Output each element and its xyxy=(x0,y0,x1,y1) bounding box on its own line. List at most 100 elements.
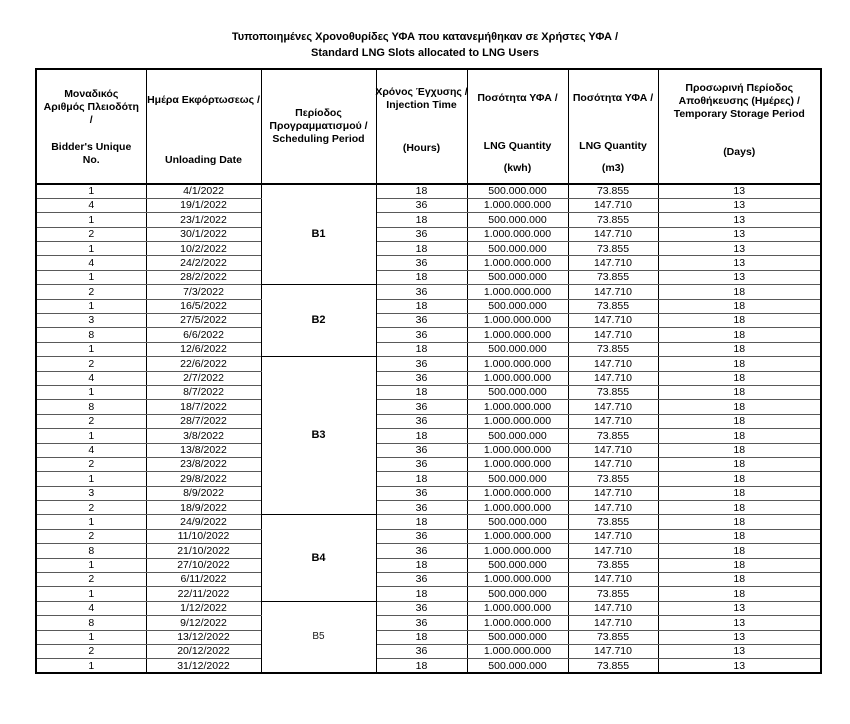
cell-bidder-unique-no: 1 xyxy=(35,212,147,228)
cell-injection-time-hours: 36 xyxy=(375,356,468,372)
header-date-greek: Ημέρα Εκφόρτωσεως / xyxy=(147,94,260,106)
cell-bidder-unique-no: 4 xyxy=(35,442,147,458)
header-unloading-date: Ημέρα Εκφόρτωσεως / Unloading Date xyxy=(145,68,262,185)
table-row: 1 8/7/2022 18 500.000.000 73.855 18 xyxy=(35,384,822,401)
cell-lng-quantity-kwh: 500.000.000 xyxy=(466,212,569,228)
cell-lng-quantity-kwh: 500.000.000 xyxy=(466,298,569,315)
cell-lng-quantity-m3: 73.855 xyxy=(567,629,659,646)
header-bidder-greek: Μοναδικός Αριθμός Πλειοδότη / xyxy=(43,88,139,126)
cell-lng-quantity-kwh: 500.000.000 xyxy=(466,557,569,574)
header-temporary-storage-period: Προσωρινή Περίοδος Αποθήκευσης (Ημέρες) … xyxy=(657,68,822,185)
cell-injection-time-hours: 18 xyxy=(375,183,468,199)
cell-unloading-date: 11/10/2022 xyxy=(145,528,262,545)
cell-lng-quantity-kwh: 1.000.000.000 xyxy=(466,327,569,343)
cell-storage-period-days: 18 xyxy=(657,370,822,386)
cell-unloading-date: 3/8/2022 xyxy=(145,428,262,444)
cell-storage-period-days: 18 xyxy=(657,284,822,300)
header-hours-greek: Χρόνος Έγχυσης / xyxy=(375,86,468,98)
table-row: 1 10/2/2022 18 500.000.000 73.855 13 xyxy=(35,241,822,257)
cell-injection-time-hours: 36 xyxy=(375,456,468,473)
table-row: 8 18/7/2022 36 1.000.000.000 147.710 18 xyxy=(35,399,822,415)
cell-unloading-date: 27/5/2022 xyxy=(145,313,262,329)
cell-unloading-date: 29/8/2022 xyxy=(145,471,262,487)
cell-lng-quantity-m3: 147.710 xyxy=(567,284,659,300)
header-kwh-unit: (kwh) xyxy=(503,162,532,174)
cell-lng-quantity-m3: 147.710 xyxy=(567,572,659,588)
cell-injection-time-hours: 36 xyxy=(375,197,468,214)
cell-lng-quantity-m3: 147.710 xyxy=(567,543,659,559)
table-row: 2 11/10/2022 36 1.000.000.000 147.710 18 xyxy=(35,528,822,545)
table-row: 1 24/9/2022 B4 18 500.000.000 73.855 18 xyxy=(35,514,822,602)
cell-unloading-date: 18/9/2022 xyxy=(145,500,262,516)
cell-injection-time-hours: 18 xyxy=(375,341,468,358)
cell-injection-time-hours: 36 xyxy=(375,399,468,415)
cell-unloading-date: 23/1/2022 xyxy=(145,212,262,228)
cell-unloading-date: 13/8/2022 xyxy=(145,442,262,458)
cell-bidder-unique-no: 2 xyxy=(35,413,147,430)
cell-storage-period-days: 13 xyxy=(657,212,822,228)
cell-storage-period-days: 13 xyxy=(657,255,822,271)
table-row: 1 31/12/2022 18 500.000.000 73.855 13 xyxy=(35,658,822,674)
cell-lng-quantity-kwh: 1.000.000.000 xyxy=(466,543,569,559)
cell-unloading-date: 6/6/2022 xyxy=(145,327,262,343)
cell-injection-time-hours: 36 xyxy=(375,370,468,386)
cell-storage-period-days: 13 xyxy=(657,197,822,214)
page-title-line-greek: Τυποποιημένες Χρονοθυρίδες ΥΦΑ που καταν… xyxy=(231,31,619,43)
cell-lng-quantity-kwh: 500.000.000 xyxy=(466,384,569,401)
cell-bidder-unique-no: 2 xyxy=(35,456,147,473)
cell-storage-period-days: 18 xyxy=(657,327,822,343)
cell-injection-time-hours: 36 xyxy=(375,572,468,588)
table-row: 4 13/8/2022 36 1.000.000.000 147.710 18 xyxy=(35,442,822,458)
cell-injection-time-hours: 18 xyxy=(375,658,468,674)
cell-lng-quantity-kwh: 1.000.000.000 xyxy=(466,615,569,631)
cell-lng-quantity-m3: 73.855 xyxy=(567,586,659,602)
cell-lng-quantity-kwh: 1.000.000.000 xyxy=(466,643,569,660)
cell-injection-time-hours: 18 xyxy=(375,212,468,228)
header-m3-unit: (m3) xyxy=(601,162,625,174)
cell-storage-period-days: 13 xyxy=(657,658,822,674)
header-date-english: Unloading Date xyxy=(164,154,242,166)
cell-storage-period-days: 13 xyxy=(657,600,822,617)
cell-lng-quantity-m3: 147.710 xyxy=(567,600,659,617)
cell-lng-quantity-m3: 73.855 xyxy=(567,298,659,315)
cell-injection-time-hours: 36 xyxy=(375,543,468,559)
cell-scheduling-period: B4 xyxy=(260,514,377,602)
table-row: 1 4/1/2022 B1 18 500.000.000 73.855 13 xyxy=(35,183,822,286)
cell-storage-period-days: 18 xyxy=(657,500,822,516)
header-hours-unit: (Hours) xyxy=(402,142,441,154)
table-row: 2 6/11/2022 36 1.000.000.000 147.710 18 xyxy=(35,572,822,588)
header-m3-english: LNG Quantity xyxy=(579,140,647,152)
header-bidder-english: Bidder's Unique No. xyxy=(51,141,132,166)
cell-bidder-unique-no: 1 xyxy=(35,269,147,286)
cell-lng-quantity-m3: 73.855 xyxy=(567,514,659,530)
cell-injection-time-hours: 36 xyxy=(375,313,468,329)
cell-lng-quantity-kwh: 1.000.000.000 xyxy=(466,528,569,545)
cell-storage-period-days: 18 xyxy=(657,313,822,329)
cell-lng-quantity-m3: 147.710 xyxy=(567,528,659,545)
cell-lng-quantity-kwh: 500.000.000 xyxy=(466,269,569,286)
cell-lng-quantity-kwh: 1.000.000.000 xyxy=(466,442,569,458)
cell-lng-quantity-m3: 147.710 xyxy=(567,442,659,458)
cell-injection-time-hours: 36 xyxy=(375,615,468,631)
cell-unloading-date: 21/10/2022 xyxy=(145,543,262,559)
cell-injection-time-hours: 36 xyxy=(375,442,468,458)
cell-storage-period-days: 18 xyxy=(657,298,822,315)
cell-injection-time-hours: 18 xyxy=(375,384,468,401)
table-row: 1 29/8/2022 18 500.000.000 73.855 18 xyxy=(35,471,822,487)
cell-injection-time-hours: 36 xyxy=(375,643,468,660)
header-row: Μοναδικός Αριθμός Πλειοδότη / Bidder's U… xyxy=(35,68,822,185)
cell-injection-time-hours: 36 xyxy=(375,284,468,300)
cell-lng-quantity-kwh: 500.000.000 xyxy=(466,514,569,530)
cell-bidder-unique-no: 8 xyxy=(35,327,147,343)
cell-storage-period-days: 13 xyxy=(657,629,822,646)
cell-unloading-date: 28/7/2022 xyxy=(145,413,262,430)
cell-unloading-date: 22/6/2022 xyxy=(145,356,262,372)
table-row: 4 24/2/2022 36 1.000.000.000 147.710 13 xyxy=(35,255,822,271)
cell-unloading-date: 12/6/2022 xyxy=(145,341,262,358)
cell-lng-quantity-m3: 73.855 xyxy=(567,471,659,487)
table-row: 1 23/1/2022 18 500.000.000 73.855 13 xyxy=(35,212,822,228)
cell-bidder-unique-no: 4 xyxy=(35,197,147,214)
header-lng-quantity-kwh: Ποσότητα ΥΦΑ / LNG Quantity (kwh) xyxy=(466,68,569,185)
cell-lng-quantity-m3: 147.710 xyxy=(567,370,659,386)
cell-unloading-date: 31/12/2022 xyxy=(145,658,262,674)
